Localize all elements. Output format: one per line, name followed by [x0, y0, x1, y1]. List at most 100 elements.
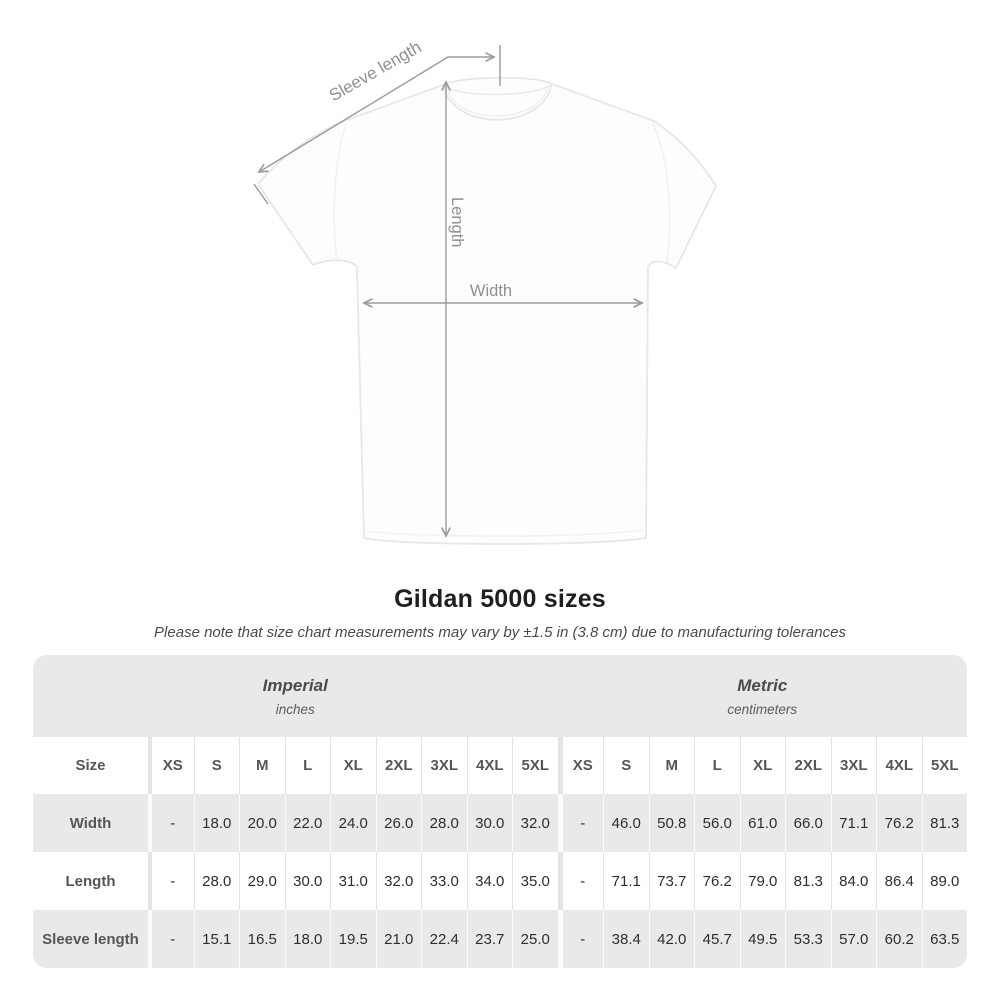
size-cell: 3XL	[421, 737, 467, 794]
size-cell: 3XL	[830, 737, 877, 794]
value-cell: 25.0	[512, 910, 558, 968]
value-cell: 49.5	[739, 910, 786, 968]
value-cell: 20.0	[239, 794, 285, 852]
value-cell: 38.4	[603, 910, 649, 968]
value-cell: 63.5	[921, 910, 968, 968]
size-cell: 5XL	[512, 737, 558, 794]
value-cell: 22.0	[284, 794, 331, 852]
value-cell: 84.0	[830, 852, 877, 910]
size-column-header: Size	[75, 757, 106, 774]
value-cell: 50.8	[648, 794, 695, 852]
size-cell: XL	[330, 737, 376, 794]
value-cell: 56.0	[694, 794, 740, 852]
table-row-width: Width - 18.0 20.0 22.0 24.0 26.0 28.0 30…	[33, 794, 967, 852]
tolerance-note: Please note that size chart measurements…	[154, 624, 846, 641]
value-cell: 15.1	[193, 910, 240, 968]
tshirt-image	[257, 76, 717, 545]
value-cell: -	[557, 910, 604, 968]
width-label: Width	[470, 282, 512, 300]
tshirt-diagram-svg: Sleeve length Length Width	[253, 37, 717, 545]
sleeve-length-label: Sleeve length	[326, 37, 425, 105]
table-row-sleeve-length: Sleeve length - 15.1 16.5 18.0 19.5 21.0…	[33, 910, 967, 968]
value-cell: 35.0	[512, 852, 558, 910]
value-cell: 86.4	[876, 852, 922, 910]
value-cell: 79.0	[739, 852, 786, 910]
value-cell: 66.0	[785, 794, 831, 852]
tshirt-measurement-diagram: Sleeve length Length Width	[253, 37, 717, 545]
heading-block: Gildan 5000 sizes Please note that size …	[0, 585, 1000, 641]
size-cell: XL	[739, 737, 786, 794]
value-cell: 33.0	[421, 852, 467, 910]
size-cell: S	[193, 737, 240, 794]
value-cell: 22.4	[421, 910, 467, 968]
size-table: Imperial inches Metric centimeters Size …	[33, 655, 967, 968]
value-cell: -	[148, 794, 194, 852]
value-cell: 28.0	[421, 794, 467, 852]
value-cell: 24.0	[330, 794, 376, 852]
imperial-label: Imperial	[262, 675, 328, 695]
size-cell: M	[239, 737, 285, 794]
value-cell: 42.0	[648, 910, 695, 968]
imperial-sublabel: inches	[275, 701, 315, 717]
value-cell: 76.2	[876, 794, 922, 852]
size-cell: 2XL	[785, 737, 831, 794]
value-cell: 31.0	[330, 852, 376, 910]
value-cell: 32.0	[512, 794, 558, 852]
value-cell: 61.0	[739, 794, 786, 852]
size-header-row: Size XS S M L XL 2XL 3XL 4XL 5XL XS S M …	[33, 737, 967, 794]
imperial-header: Imperial inches	[33, 655, 558, 737]
value-cell: 60.2	[876, 910, 922, 968]
size-cell: 2XL	[375, 737, 422, 794]
value-cell: 18.0	[193, 794, 240, 852]
size-cell: L	[694, 737, 740, 794]
page-title: Gildan 5000 sizes	[394, 585, 606, 613]
value-cell: 21.0	[375, 910, 422, 968]
value-cell: 23.7	[466, 910, 513, 968]
sleeve-length-arrow	[259, 57, 494, 172]
cuff-tick	[253, 183, 269, 205]
measurement-lines	[253, 45, 642, 536]
value-cell: 81.3	[921, 794, 968, 852]
unit-header-row: Imperial inches Metric centimeters	[33, 655, 967, 737]
value-cell: 16.5	[239, 910, 285, 968]
value-cell: -	[148, 852, 194, 910]
row-label: Length	[65, 872, 116, 890]
row-label: Sleeve length	[42, 930, 139, 948]
row-label: Width	[69, 814, 112, 832]
size-cell: 5XL	[921, 737, 968, 794]
value-cell: 28.0	[193, 852, 240, 910]
value-cell: -	[148, 910, 194, 968]
value-cell: 73.7	[648, 852, 695, 910]
value-cell: 26.0	[375, 794, 422, 852]
value-cell: 57.0	[830, 910, 877, 968]
value-cell: 19.5	[330, 910, 376, 968]
value-cell: 18.0	[284, 910, 331, 968]
value-cell: -	[557, 852, 604, 910]
table-row-length: Length - 28.0 29.0 30.0 31.0 32.0 33.0 3…	[33, 852, 967, 910]
metric-label: Metric	[737, 675, 788, 695]
size-cell: M	[648, 737, 695, 794]
value-cell: 89.0	[921, 852, 968, 910]
value-cell: 29.0	[239, 852, 285, 910]
size-cell: S	[603, 737, 649, 794]
value-cell: 32.0	[375, 852, 422, 910]
metric-header: Metric centimeters	[558, 655, 968, 737]
length-label: Length	[448, 197, 466, 247]
metric-sublabel: centimeters	[727, 701, 798, 717]
value-cell: 30.0	[284, 852, 331, 910]
value-cell: 76.2	[694, 852, 740, 910]
size-cell: XS	[557, 737, 604, 794]
value-cell: 34.0	[466, 852, 513, 910]
value-cell: 71.1	[830, 794, 877, 852]
value-cell: 46.0	[603, 794, 649, 852]
value-cell: 81.3	[785, 852, 831, 910]
size-cell: 4XL	[466, 737, 513, 794]
size-cell: 4XL	[876, 737, 922, 794]
value-cell: 53.3	[785, 910, 831, 968]
value-cell: 45.7	[694, 910, 740, 968]
value-cell: -	[557, 794, 604, 852]
value-cell: 71.1	[603, 852, 649, 910]
size-cell: XS	[148, 737, 194, 794]
size-cell: L	[284, 737, 331, 794]
